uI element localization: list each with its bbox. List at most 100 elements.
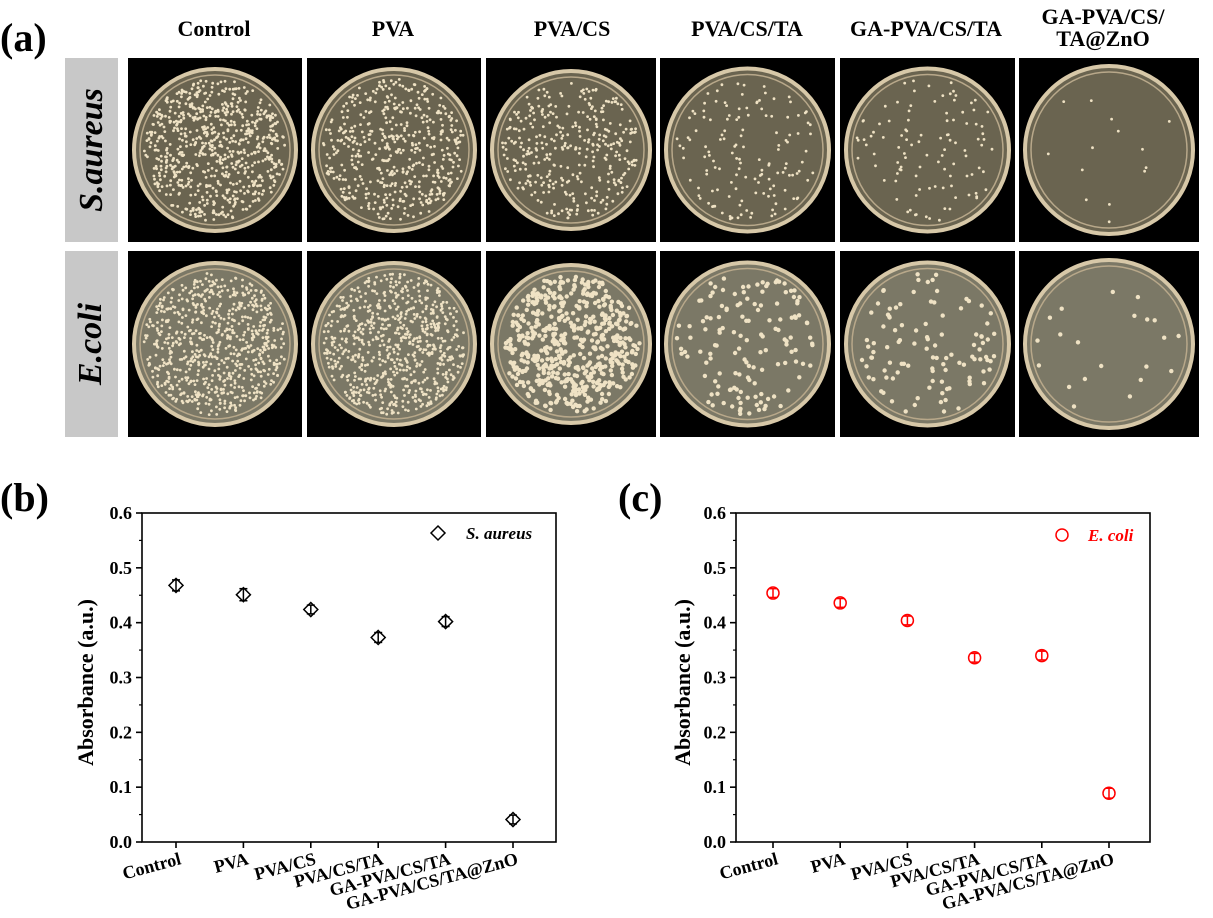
colony-dot <box>970 173 974 176</box>
colony-dot <box>201 283 204 286</box>
colony-dot <box>201 141 204 145</box>
colony-dot <box>409 182 412 186</box>
colony-dot <box>356 286 360 290</box>
colony-dot <box>919 133 923 137</box>
colony-dot <box>557 309 562 314</box>
colony-dot <box>322 330 326 334</box>
colony-dot <box>508 336 513 342</box>
colony-dot <box>429 333 433 336</box>
colony-dot <box>251 89 255 92</box>
colony-dot <box>930 277 935 283</box>
colony-dot <box>272 184 276 187</box>
colony-dot <box>869 134 873 138</box>
colony-dot <box>442 154 446 157</box>
colony-dot <box>217 132 221 136</box>
colony-dot <box>720 211 724 215</box>
colony-dot <box>554 362 560 367</box>
colony-dot <box>913 328 919 333</box>
colony-dot <box>895 370 900 375</box>
colony-dot <box>412 215 415 219</box>
colony-dot <box>266 335 270 339</box>
colony-dot <box>400 110 403 114</box>
colony-dot <box>367 280 370 283</box>
colony-dot <box>776 279 782 284</box>
colony-dot <box>623 345 628 350</box>
colony-dot <box>246 165 250 169</box>
colony-dot <box>543 293 548 298</box>
colony-dot <box>145 131 149 135</box>
colony-dot <box>246 141 250 144</box>
colony-dot <box>324 324 328 327</box>
colony-dot <box>804 320 810 325</box>
colony-dot <box>410 168 414 171</box>
colony-dot <box>212 218 216 221</box>
colony-dot <box>214 321 217 325</box>
colony-dot <box>199 79 203 83</box>
colony-dot <box>439 132 443 136</box>
colony-dot <box>932 300 937 305</box>
colony-dot <box>429 400 433 404</box>
colony-dot <box>616 351 621 356</box>
colony-dot <box>263 110 267 114</box>
colony-dot <box>256 184 259 188</box>
colony-dot <box>964 154 968 158</box>
colony-dot <box>401 287 405 291</box>
colony-dot <box>196 189 200 193</box>
colony-dot <box>605 195 609 199</box>
colony-dot <box>808 123 812 127</box>
colony-dot <box>620 176 623 180</box>
colony-dot <box>707 150 711 154</box>
colony-dot <box>249 367 253 371</box>
colony-dot <box>517 129 521 133</box>
colony-dot <box>372 386 376 390</box>
colony-dot <box>173 173 177 177</box>
colony-dot <box>274 162 278 166</box>
colony-dot <box>448 178 452 181</box>
colony-dot <box>404 332 407 336</box>
colony-dot <box>513 110 516 114</box>
colony-dot <box>509 178 512 182</box>
colony-dot <box>175 92 179 95</box>
colony-dot <box>272 326 276 330</box>
colony-dot <box>204 218 207 222</box>
colony-dot <box>246 350 250 354</box>
colony-dot <box>511 312 516 317</box>
colony-dot <box>938 218 941 222</box>
column-header-ga-pva-cs-ta-zno: GA-PVA/CS/ TA@ZnO <box>1041 4 1165 51</box>
colony-dot <box>184 90 188 94</box>
colony-dot <box>234 369 237 372</box>
colony-dot <box>571 125 575 129</box>
colony-dot <box>325 356 329 360</box>
colony-dot <box>625 149 629 153</box>
colony-dot <box>620 107 624 111</box>
colony-dot <box>395 294 399 298</box>
colony-dot <box>195 208 198 212</box>
colony-dot <box>555 133 558 137</box>
colony-dot <box>382 343 386 347</box>
colony-dot <box>874 164 877 168</box>
colony-dot <box>236 197 239 201</box>
colony-dot <box>911 289 916 295</box>
colony-dot <box>231 359 234 363</box>
chart-b-ylabel: Absorbance (a.u.) <box>73 599 98 766</box>
colony-dot <box>930 355 936 360</box>
colony-dot <box>593 109 597 113</box>
colony-dot <box>369 318 373 321</box>
colony-dot <box>455 154 459 158</box>
colony-dot <box>587 378 592 383</box>
colony-dot <box>405 327 409 330</box>
colony-dot <box>145 334 149 337</box>
colony-dot <box>724 307 729 313</box>
colony-dot <box>614 338 620 344</box>
colony-dot <box>548 121 552 125</box>
colony-dot <box>389 79 393 83</box>
colony-dot <box>443 315 447 318</box>
colony-dot <box>191 360 195 364</box>
colony-dot <box>394 80 398 84</box>
colony-dot <box>241 124 245 128</box>
colony-dot <box>226 155 230 159</box>
colony-dot <box>252 325 256 328</box>
colony-dot <box>578 95 582 99</box>
colony-dot <box>404 408 407 412</box>
colony-dot <box>229 390 233 394</box>
